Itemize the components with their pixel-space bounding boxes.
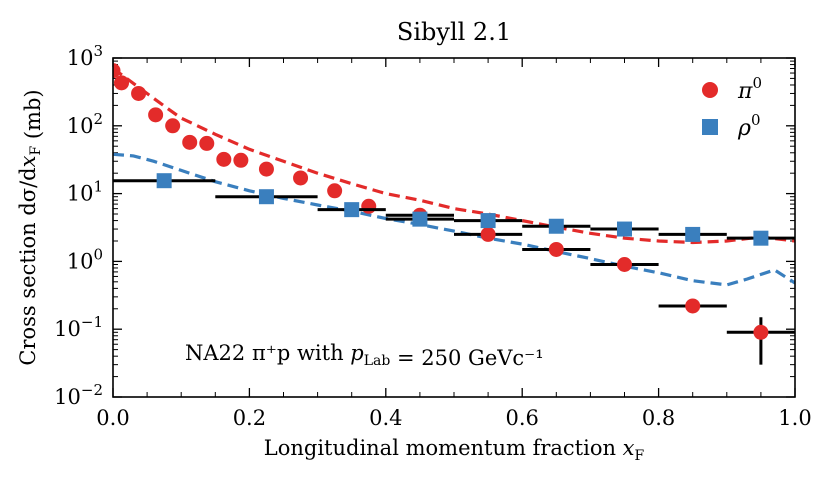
y-tick-label: 102 xyxy=(67,110,103,138)
data-point xyxy=(216,151,232,167)
x-tick-label: 0.8 xyxy=(642,406,675,430)
legend-marker xyxy=(702,119,718,135)
x-tick-label: 0.6 xyxy=(505,406,538,430)
data-point xyxy=(113,63,121,79)
data-point xyxy=(480,213,496,229)
data-point xyxy=(480,226,496,242)
data-point xyxy=(753,230,769,246)
legend-label: ρ0 xyxy=(737,111,760,141)
plot-area-group xyxy=(112,57,796,398)
data-point xyxy=(199,135,215,151)
data-point xyxy=(685,298,701,314)
legend-marker xyxy=(702,82,718,98)
data-point xyxy=(156,173,172,189)
x-tick-label: 0.0 xyxy=(96,406,129,430)
data-point xyxy=(233,152,249,168)
y-tick-label: 103 xyxy=(67,42,103,70)
data-points-group xyxy=(113,63,795,365)
data-point xyxy=(148,107,164,123)
chart-title: Sibyll 2.1 xyxy=(397,18,511,46)
data-point xyxy=(685,226,701,242)
x-tick-label: 1.0 xyxy=(778,406,811,430)
plot-frame xyxy=(112,57,796,398)
data-point xyxy=(617,257,632,273)
data-point xyxy=(548,241,564,257)
data-point xyxy=(344,202,360,218)
legend-label: π0 xyxy=(737,74,762,104)
data-point xyxy=(258,189,274,205)
data-point xyxy=(165,118,181,134)
y-tick-label: 10−2 xyxy=(54,381,103,409)
data-point xyxy=(131,85,147,101)
y-tick-label: 100 xyxy=(67,245,103,273)
y-tick-label: 10−1 xyxy=(54,313,103,341)
data-point xyxy=(114,75,130,91)
model-lines-group xyxy=(113,67,795,287)
data-point xyxy=(293,170,309,186)
data-point xyxy=(258,161,274,177)
model-line xyxy=(113,67,795,245)
y-tick-label: 101 xyxy=(67,178,103,206)
data-point xyxy=(548,218,564,234)
tick-labels-group: 0.0 0.2 0.4 0.6 0.8 1.0 10−2 10−1 100 101 102 103 xyxy=(54,42,812,430)
x-tick-label: 0.4 xyxy=(369,406,402,430)
x-axis-label: Longitudinal momentum fraction xF xyxy=(264,436,645,464)
data-point xyxy=(327,183,343,199)
y-axis-label: Cross section dσ/dxF (mb) xyxy=(16,89,45,365)
data-point xyxy=(361,198,377,214)
data-point xyxy=(617,221,632,237)
annotation-text: NA22 π⁺p with pLab = 250 GeVc⁻¹ xyxy=(185,341,544,370)
data-point xyxy=(412,211,428,227)
x-tick-label: 0.2 xyxy=(233,406,266,430)
data-point xyxy=(182,134,198,150)
model-line xyxy=(113,152,795,287)
data-point xyxy=(753,324,769,340)
